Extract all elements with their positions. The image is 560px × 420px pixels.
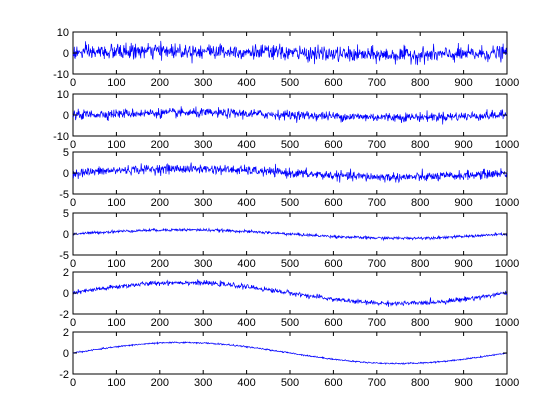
series-line-1	[72, 106, 508, 125]
x-tick-label: 100	[107, 317, 125, 329]
x-tick-label: 0	[70, 377, 76, 389]
series-line-1	[72, 162, 508, 184]
x-tick-label: 100	[107, 258, 125, 270]
x-tick-label: 300	[194, 197, 212, 209]
x-tick-label: 900	[454, 139, 472, 151]
x-tick-label: 300	[194, 139, 212, 151]
x-tick-label: 100	[107, 139, 125, 151]
x-tick-label: 400	[237, 197, 255, 209]
y-tick-label: 10	[57, 89, 69, 101]
y-tick-label: 0	[63, 229, 69, 241]
x-tick-label: 700	[368, 258, 386, 270]
x-tick-label: 0	[70, 258, 76, 270]
x-tick-label: 0	[70, 77, 76, 89]
x-tick-label: 200	[151, 258, 169, 270]
y-tick-label: -5	[59, 189, 69, 201]
x-tick-label: 700	[368, 197, 386, 209]
x-tick-label: 600	[324, 258, 342, 270]
x-tick-label: 400	[237, 77, 255, 89]
x-tick-label: 600	[324, 197, 342, 209]
x-tick-label: 1000	[495, 77, 519, 89]
x-tick-label: 200	[151, 377, 169, 389]
x-tick-label: 700	[368, 317, 386, 329]
x-tick-label: 700	[368, 377, 386, 389]
x-tick-label: 900	[454, 377, 472, 389]
series-line-1	[72, 279, 508, 307]
x-tick-label: 800	[411, 197, 429, 209]
x-tick-label: 900	[454, 197, 472, 209]
x-tick-label: 500	[281, 77, 299, 89]
x-tick-label: 1000	[495, 377, 519, 389]
x-tick-label: 500	[281, 197, 299, 209]
x-tick-label: 700	[368, 77, 386, 89]
x-tick-label: 500	[281, 317, 299, 329]
x-tick-label: 100	[107, 77, 125, 89]
x-tick-label: 500	[281, 258, 299, 270]
y-tick-label: 0	[63, 348, 69, 360]
y-tick-label: -2	[59, 369, 69, 381]
x-tick-label: 600	[324, 139, 342, 151]
x-tick-label: 0	[70, 139, 76, 151]
y-tick-label: 0	[63, 288, 69, 300]
x-tick-label: 800	[411, 317, 429, 329]
x-tick-label: 700	[368, 139, 386, 151]
x-tick-label: 200	[151, 317, 169, 329]
x-tick-label: 800	[411, 258, 429, 270]
x-tick-label: 1000	[495, 258, 519, 270]
y-tick-label: 5	[63, 208, 69, 220]
x-tick-label: 800	[411, 377, 429, 389]
x-tick-label: 400	[237, 258, 255, 270]
x-tick-label: 1000	[495, 139, 519, 151]
y-tick-label: -5	[59, 250, 69, 262]
x-tick-label: 800	[411, 139, 429, 151]
y-tick-label: -10	[53, 69, 69, 81]
y-tick-label: 2	[63, 327, 69, 339]
y-tick-label: -10	[53, 131, 69, 143]
y-tick-label: 0	[63, 168, 69, 180]
x-tick-label: 900	[454, 258, 472, 270]
series-line-1	[72, 341, 508, 366]
x-tick-label: 400	[237, 377, 255, 389]
x-tick-label: 200	[151, 139, 169, 151]
x-tick-label: 0	[70, 317, 76, 329]
x-tick-label: 800	[411, 77, 429, 89]
y-tick-label: 10	[57, 27, 69, 39]
x-tick-label: 400	[237, 139, 255, 151]
x-tick-label: 300	[194, 317, 212, 329]
x-tick-label: 600	[324, 377, 342, 389]
x-tick-label: 300	[194, 258, 212, 270]
x-tick-label: 900	[454, 77, 472, 89]
x-tick-label: 400	[237, 317, 255, 329]
series-line-1	[72, 40, 508, 66]
x-tick-label: 300	[194, 377, 212, 389]
x-tick-label: 900	[454, 317, 472, 329]
x-tick-label: 0	[70, 197, 76, 209]
y-tick-label: 0	[63, 48, 69, 60]
x-tick-label: 200	[151, 77, 169, 89]
x-tick-label: 600	[324, 77, 342, 89]
x-tick-label: 500	[281, 377, 299, 389]
y-tick-label: -2	[59, 309, 69, 321]
y-tick-label: 5	[63, 147, 69, 159]
series-line-1	[73, 227, 508, 242]
x-tick-label: 100	[107, 197, 125, 209]
x-tick-label: 600	[324, 317, 342, 329]
x-tick-label: 1000	[495, 317, 519, 329]
y-tick-label: 0	[63, 110, 69, 122]
x-tick-label: 200	[151, 197, 169, 209]
y-tick-label: 2	[63, 267, 69, 279]
x-tick-label: 300	[194, 77, 212, 89]
x-tick-label: 100	[107, 377, 125, 389]
x-tick-label: 500	[281, 139, 299, 151]
x-tick-label: 1000	[495, 197, 519, 209]
